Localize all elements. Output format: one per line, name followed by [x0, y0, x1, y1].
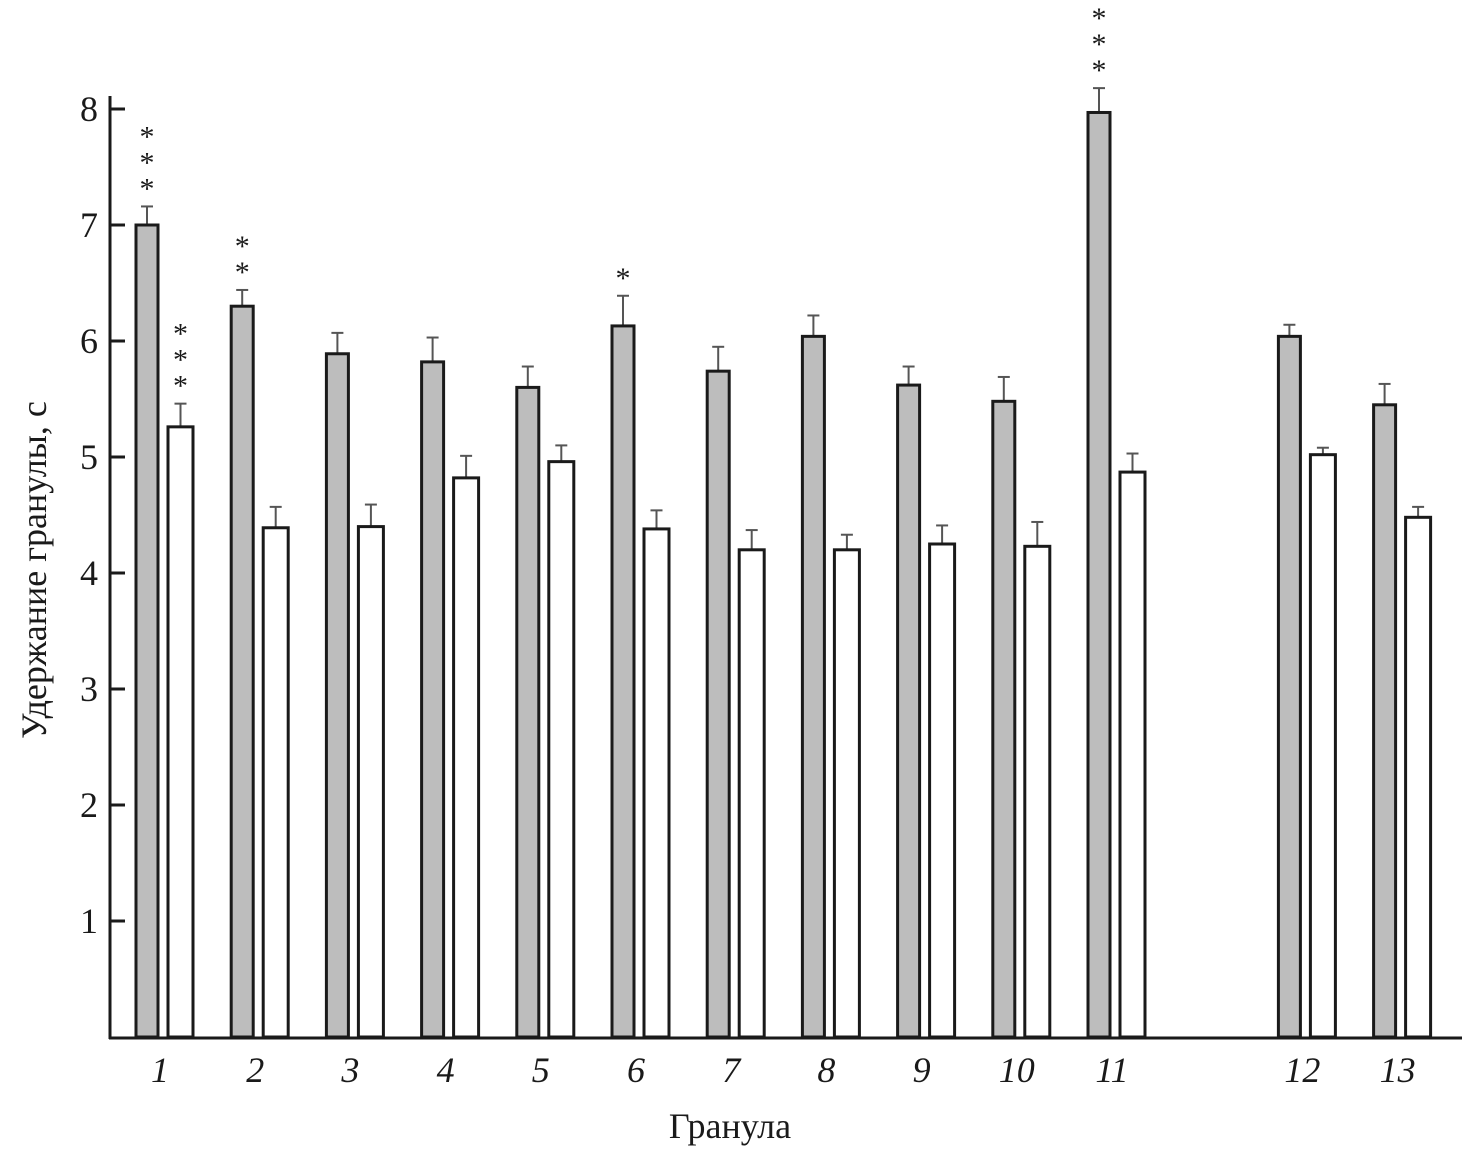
x-tick-label: 6 [627, 1050, 645, 1090]
bar-gray-7 [705, 369, 731, 1039]
bar-gray-4 [420, 360, 446, 1039]
x-tick-label: 11 [1095, 1050, 1128, 1090]
bar-white-12 [1308, 453, 1337, 1039]
bar-white-10 [1023, 544, 1052, 1039]
bar-gray-5 [515, 385, 541, 1039]
bar-gray-13 [1372, 403, 1398, 1039]
x-axis-label: Гранула [669, 1106, 791, 1146]
bar-white-4 [452, 476, 481, 1039]
y-axis-label: Удержание гранулы, с [14, 401, 54, 739]
bar-white-2 [261, 526, 290, 1039]
bar-white-7 [737, 548, 766, 1039]
bar-white-8 [832, 548, 861, 1039]
x-tick-label: 13 [1380, 1050, 1416, 1090]
bar-gray-2 [229, 304, 255, 1039]
bar-gray-11 [1086, 110, 1112, 1039]
x-tick-label: 4 [437, 1050, 455, 1090]
x-tick-label: 7 [722, 1050, 742, 1090]
y-tick-label: 5 [80, 437, 98, 477]
y-tick-label: 4 [80, 553, 98, 593]
x-tick-label: 5 [532, 1050, 550, 1090]
bar-white-1 [166, 425, 195, 1039]
bar-gray-10 [991, 399, 1017, 1039]
y-tick-label: 2 [80, 785, 98, 825]
bar-gray-6 [610, 324, 636, 1039]
significance-marker: *** [1083, 2, 1116, 80]
bar-gray-1 [134, 223, 160, 1039]
x-tick-label: 9 [913, 1050, 931, 1090]
bar-white-6 [642, 527, 671, 1039]
y-tick-label: 3 [80, 669, 98, 709]
significance-marker: *** [164, 318, 197, 396]
bar-white-9 [928, 542, 957, 1039]
y-tick-label: 6 [80, 321, 98, 361]
x-tick-label: 12 [1284, 1050, 1320, 1090]
x-tick-label: 10 [999, 1050, 1035, 1090]
y-tick-label: 7 [80, 205, 98, 245]
significance-marker: *** [131, 120, 164, 198]
y-tick-label: 1 [80, 901, 98, 941]
y-tick-label: 8 [80, 89, 98, 129]
significance-marker: ** [226, 230, 259, 282]
bar-gray-8 [800, 334, 826, 1039]
bar-white-11 [1118, 470, 1147, 1039]
bar-gray-3 [324, 352, 350, 1039]
x-tick-label: 3 [340, 1050, 359, 1090]
x-tick-label: 8 [817, 1050, 835, 1090]
bar-gray-9 [896, 383, 922, 1039]
significance-marker: * [607, 262, 640, 288]
x-tick-label: 1 [151, 1050, 169, 1090]
bar-white-13 [1404, 515, 1433, 1039]
bar-white-3 [356, 525, 385, 1039]
x-tick-label: 2 [246, 1050, 264, 1090]
bar-white-5 [547, 460, 576, 1039]
bar-gray-12 [1276, 334, 1302, 1039]
